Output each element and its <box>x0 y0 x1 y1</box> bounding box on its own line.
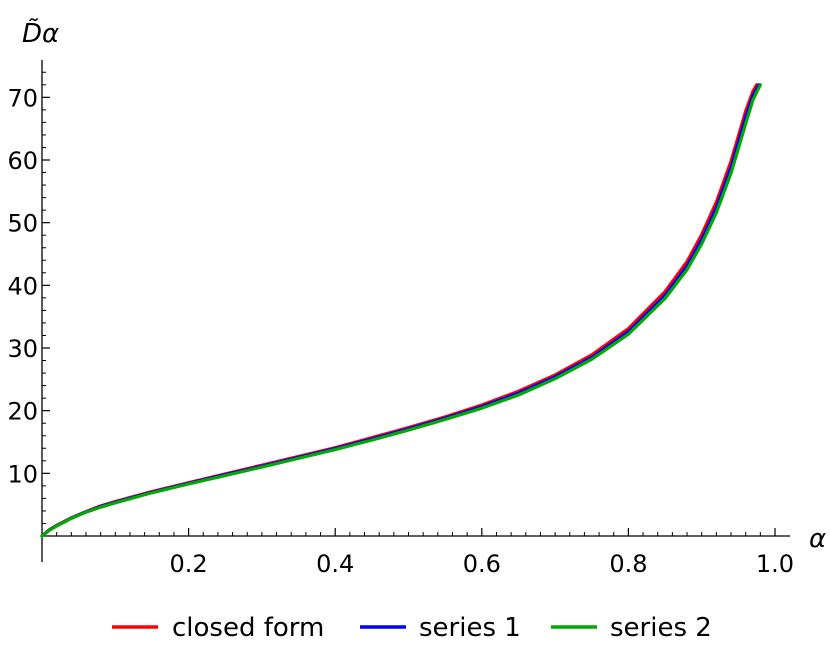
x-tick-label: 0.4 <box>316 550 354 578</box>
y-tick-label: 70 <box>7 84 38 112</box>
series-line-series-2 <box>40 83 762 538</box>
axes: 0.2 0.4 0.6 0.8 1.0 10 20 30 40 50 60 70 <box>7 60 794 578</box>
y-tick-label: 60 <box>7 147 38 175</box>
x-tick-label: 0.6 <box>463 550 501 578</box>
x-axis-title: α <box>809 524 826 554</box>
y-tick-label: 40 <box>7 272 38 300</box>
y-tick-label: 30 <box>7 335 38 363</box>
legend-label: series 1 <box>419 613 521 643</box>
x-tick-label: 0.2 <box>170 550 208 578</box>
y-tick-label: 50 <box>7 210 38 238</box>
x-tick-label: 0.8 <box>609 550 647 578</box>
x-tick-label: 1.0 <box>756 550 794 578</box>
legend-label: closed form <box>172 613 324 643</box>
legend-label: series 2 <box>610 613 712 643</box>
legend: closed form series 1 series 2 <box>112 613 712 643</box>
series-layer <box>40 83 762 538</box>
y-axis-title: D̃α <box>22 17 59 49</box>
y-tick-label: 20 <box>7 398 38 426</box>
y-tick-label: 10 <box>7 460 38 488</box>
